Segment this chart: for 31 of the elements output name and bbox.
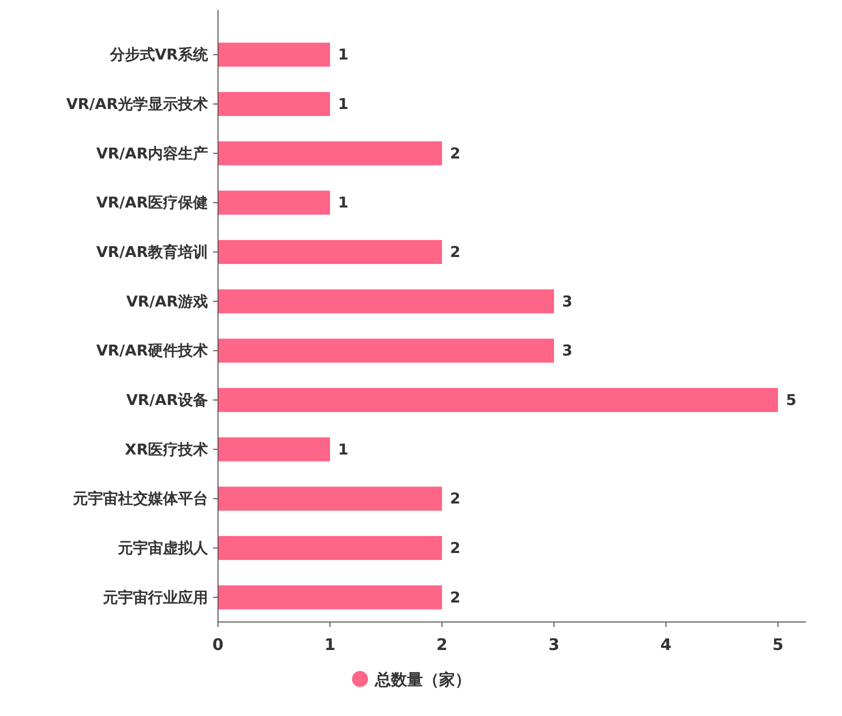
data-label: 2 (450, 144, 460, 162)
data-label: 1 (338, 95, 348, 113)
x-tick-label: 0 (212, 635, 224, 654)
data-label: 5 (786, 391, 796, 409)
data-label: 3 (562, 342, 572, 360)
x-tick-label: 2 (436, 635, 448, 654)
data-label: 2 (450, 243, 460, 261)
data-label: 2 (450, 539, 460, 557)
y-tick-label: VR/AR硬件技术 (96, 342, 208, 360)
x-tick-label: 3 (548, 635, 560, 654)
y-tick-label: XR医疗技术 (124, 440, 208, 458)
y-tick-label: VR/AR医疗保健 (96, 194, 208, 212)
y-tick-label: VR/AR游戏 (126, 292, 208, 310)
y-tick-label: 分步式VR系统 (108, 46, 209, 64)
y-tick-label: VR/AR光学显示技术 (66, 95, 208, 113)
y-tick-label: VR/AR教育培训 (96, 243, 208, 261)
data-label: 2 (450, 490, 460, 508)
x-tick-label: 5 (772, 635, 784, 654)
y-tick-label: 元宇宙行业应用 (102, 588, 208, 606)
data-label: 3 (562, 292, 572, 310)
y-tick-label: VR/AR内容生产 (96, 144, 208, 162)
x-tick-label: 1 (324, 635, 336, 654)
data-label: 1 (338, 46, 348, 64)
y-tick-label: 元宇宙社交媒体平台 (72, 490, 208, 508)
data-label: 1 (338, 440, 348, 458)
legend-label: 总数量（家） (374, 670, 471, 689)
data-label: 2 (450, 588, 460, 606)
x-tick-label: 4 (660, 635, 672, 654)
y-tick-label: 元宇宙虚拟人 (117, 539, 209, 557)
y-tick-label: VR/AR设备 (126, 391, 208, 409)
data-label: 1 (338, 194, 348, 212)
